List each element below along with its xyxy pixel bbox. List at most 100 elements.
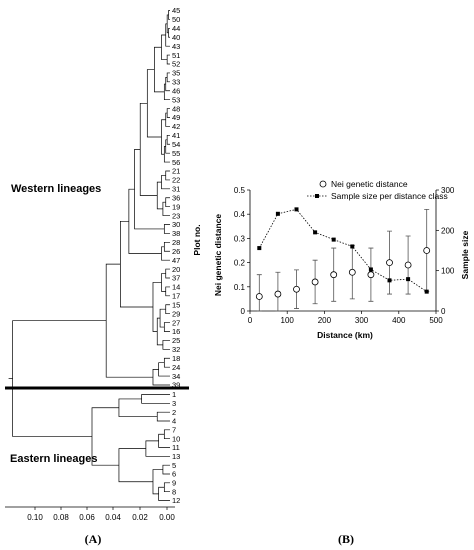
scatter-axes: 0 100 200 300 400 50000.10.20.30.40.501002003… bbox=[234, 186, 455, 325]
sample-size-point bbox=[406, 277, 411, 282]
dendrogram-branch bbox=[165, 77, 170, 92]
sample-size-point bbox=[294, 207, 299, 212]
leaf-label-12: 12 bbox=[172, 496, 180, 505]
dendrogram-branch bbox=[163, 429, 170, 440]
legend-sample-size-label: Sample size per distance class bbox=[331, 191, 448, 201]
leaf-label-9: 9 bbox=[172, 479, 176, 488]
leaf-label-40: 40 bbox=[172, 33, 180, 42]
leaf-label-24: 24 bbox=[172, 363, 180, 372]
eastern-lineages-label: Eastern lineages bbox=[10, 453, 97, 465]
leaf-label-55: 55 bbox=[172, 149, 180, 158]
dendrogram-tick-label: 0.02 bbox=[132, 513, 148, 522]
leaf-label-39: 39 bbox=[172, 381, 180, 390]
dendrogram-branch bbox=[128, 188, 162, 254]
leaf-label-49: 49 bbox=[172, 113, 180, 122]
leaf-label-3: 3 bbox=[172, 399, 176, 408]
y2-tick-label: 0 bbox=[441, 307, 446, 316]
x-tick-label: 300 bbox=[355, 316, 369, 325]
leaf-label-26: 26 bbox=[172, 247, 180, 256]
leaf-label-7: 7 bbox=[172, 426, 176, 435]
nei-distance-point bbox=[311, 278, 319, 286]
dendrogram-branch bbox=[139, 102, 158, 196]
dendrogram-branch bbox=[165, 139, 170, 154]
y-tick-label: 0.3 bbox=[234, 234, 246, 243]
leaf-label-28: 28 bbox=[172, 238, 180, 247]
dendrogram-branch bbox=[166, 108, 170, 118]
leaf-label-54: 54 bbox=[172, 140, 180, 149]
dendrogram-tick-label: 0.04 bbox=[105, 513, 121, 522]
sample-size-point bbox=[387, 278, 392, 283]
sample-size-point bbox=[313, 230, 318, 235]
leaf-label-45: 45 bbox=[172, 6, 180, 15]
dendrogram-branch bbox=[161, 273, 166, 292]
leaf-label-20: 20 bbox=[172, 265, 180, 274]
sample-size-series bbox=[257, 207, 429, 294]
leaf-label-32: 32 bbox=[172, 345, 180, 354]
legend-filled-square-marker bbox=[315, 194, 319, 198]
leaf-label-33: 33 bbox=[172, 78, 180, 87]
dendrogram-leaf-labels: 4550444043515235334653484942415455562122… bbox=[172, 6, 180, 505]
dendrogram-branch bbox=[162, 201, 170, 216]
leaf-label-41: 41 bbox=[172, 131, 180, 140]
dendrogram-branch bbox=[152, 369, 170, 386]
dendrogram-branch bbox=[163, 482, 170, 493]
leaf-label-17: 17 bbox=[172, 292, 180, 301]
leaf-label-44: 44 bbox=[172, 24, 180, 33]
leaf-label-1: 1 bbox=[172, 390, 176, 399]
dendrogram-branch bbox=[152, 469, 163, 495]
leaf-label-2: 2 bbox=[172, 408, 176, 417]
leaf-label-38: 38 bbox=[172, 229, 180, 238]
leaf-label-47: 47 bbox=[172, 256, 180, 265]
dendrogram-branch bbox=[156, 411, 170, 422]
plot-number-axis-title: Plot no. bbox=[192, 224, 202, 255]
y-tick-label: 0.4 bbox=[234, 210, 246, 219]
dendrogram-branch bbox=[168, 10, 170, 20]
dendrogram-branch bbox=[163, 357, 170, 368]
dendrogram-branch bbox=[161, 246, 170, 261]
leaf-label-14: 14 bbox=[172, 283, 180, 292]
dendrogram-branch bbox=[165, 197, 170, 208]
leaf-label-36: 36 bbox=[172, 193, 180, 202]
error-bar bbox=[256, 274, 262, 312]
x-tick-label: 100 bbox=[281, 316, 295, 325]
dendrogram-branch bbox=[163, 241, 170, 252]
dendrogram-branch bbox=[161, 119, 166, 155]
dendrogram-tick-label: 0.06 bbox=[79, 513, 95, 522]
dendrogram-tick-label: 0.10 bbox=[27, 513, 43, 522]
nei-distance-point bbox=[348, 268, 356, 276]
y-tick-label: 0.1 bbox=[234, 283, 246, 292]
sample-size-point bbox=[331, 237, 336, 242]
leaf-label-4: 4 bbox=[172, 417, 176, 426]
dendrogram-branch bbox=[118, 398, 158, 417]
leaf-label-52: 52 bbox=[172, 60, 180, 69]
leaf-label-21: 21 bbox=[172, 167, 180, 176]
dendrogram-branches bbox=[8, 10, 170, 501]
leaf-label-50: 50 bbox=[172, 15, 180, 24]
sample-size-point bbox=[257, 246, 262, 251]
dendrogram-branch bbox=[158, 486, 170, 501]
legend-open-circle-marker bbox=[319, 180, 327, 188]
dendrogram-branch bbox=[166, 72, 170, 83]
leaf-label-34: 34 bbox=[172, 372, 180, 381]
leaf-label-13: 13 bbox=[172, 452, 180, 461]
dendrogram-branch bbox=[141, 394, 170, 404]
dendrogram-branch bbox=[166, 54, 170, 65]
nei-distance-point bbox=[274, 290, 282, 298]
y-tick-label: 0 bbox=[241, 307, 246, 316]
y-axis-title: Nei genetic distance bbox=[213, 214, 223, 296]
dendrogram-panel: 4550444043515235334653484942415455562122… bbox=[5, 6, 202, 546]
x-tick-label: 400 bbox=[392, 316, 406, 325]
dendrogram-branch bbox=[163, 83, 170, 101]
leaf-label-18: 18 bbox=[172, 354, 180, 363]
nei-distance-point bbox=[330, 271, 338, 279]
leaf-label-19: 19 bbox=[172, 202, 180, 211]
dendrogram-branch bbox=[158, 362, 170, 377]
dendrogram-branch bbox=[159, 308, 166, 328]
nei-distance-point bbox=[423, 247, 431, 254]
dendrogram-branch bbox=[105, 263, 153, 378]
leaf-label-29: 29 bbox=[172, 309, 180, 318]
panel-a-letter: (A) bbox=[85, 532, 102, 546]
leaf-label-51: 51 bbox=[172, 51, 180, 60]
dendrogram-branch bbox=[156, 181, 163, 210]
leaf-label-23: 23 bbox=[172, 211, 180, 220]
